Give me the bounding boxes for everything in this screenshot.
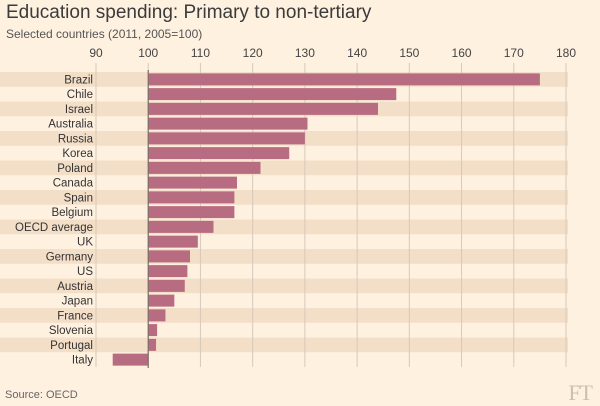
category-label: Israel xyxy=(65,104,93,116)
bar-uk xyxy=(148,235,198,248)
row-band xyxy=(0,190,568,205)
row-band xyxy=(0,219,568,235)
bar-germany xyxy=(148,250,190,263)
x-tick-label: 170 xyxy=(504,46,524,60)
bar-oecd-average xyxy=(148,220,214,233)
row-band xyxy=(0,278,568,294)
category-label: Japan xyxy=(62,296,93,308)
bar-spain xyxy=(148,191,235,204)
bar-us xyxy=(148,265,188,278)
bar-chart: 90 100 110 120 130 140 150 160 170 180 Brazil Chil… xyxy=(0,46,576,368)
x-tick-label: 140 xyxy=(347,46,367,60)
category-label: France xyxy=(57,310,93,322)
category-label: Spain xyxy=(64,192,93,204)
bar-austria xyxy=(148,279,185,292)
category-label: Russia xyxy=(58,133,94,145)
row-band xyxy=(0,308,568,323)
chart-subtitle: Selected countries (2011, 2005=100) xyxy=(6,27,203,41)
bars xyxy=(112,73,540,366)
x-tick-label: 110 xyxy=(191,46,210,60)
bar-belgium xyxy=(148,206,235,219)
row-band xyxy=(0,249,568,264)
source-note: Source: OECD xyxy=(5,389,78,401)
category-label: Italy xyxy=(72,355,93,367)
category-label: UK xyxy=(77,237,93,249)
bar-israel xyxy=(148,102,378,115)
category-label: Portugal xyxy=(50,340,93,352)
category-label: Canada xyxy=(53,178,94,190)
bar-australia xyxy=(148,117,308,130)
ft-logo: FT xyxy=(568,380,593,405)
category-label: Germany xyxy=(46,251,94,263)
bar-canada xyxy=(148,176,237,189)
bar-france xyxy=(148,309,166,322)
bar-poland xyxy=(148,161,261,174)
category-label: Belgium xyxy=(51,207,93,219)
x-tick-label: 100 xyxy=(138,46,158,60)
chart-title: Education spending: Primary to non-terti… xyxy=(6,2,372,23)
category-label: Australia xyxy=(48,119,93,131)
x-tick-label: 90 xyxy=(89,46,103,60)
category-label: Korea xyxy=(62,148,93,160)
row-band xyxy=(0,337,568,353)
category-label: Poland xyxy=(57,163,93,175)
bar-brazil xyxy=(148,73,540,86)
x-tick-label: 130 xyxy=(295,46,315,60)
category-label: Brazil xyxy=(64,74,93,86)
category-label: Slovenia xyxy=(49,325,94,337)
bar-slovenia xyxy=(148,324,158,337)
category-label: Chile xyxy=(67,89,93,101)
row-band xyxy=(0,160,568,176)
bar-italy xyxy=(112,353,149,366)
x-tick-label: 160 xyxy=(452,46,472,60)
category-label: US xyxy=(77,266,93,278)
bar-korea xyxy=(148,147,290,160)
x-axis-ticks: 90 100 110 120 130 140 150 160 170 180 xyxy=(89,46,576,60)
bar-chile xyxy=(148,88,397,101)
x-tick-label: 120 xyxy=(243,46,263,60)
bar-portugal xyxy=(148,338,157,351)
bar-japan xyxy=(148,294,175,307)
x-tick-label: 180 xyxy=(556,46,576,60)
y-axis-labels: Brazil Chile Israel Australia Russia Korea Pol… xyxy=(15,74,94,366)
category-label: OECD average xyxy=(15,222,93,234)
category-label: Austria xyxy=(57,281,93,293)
bar-russia xyxy=(148,132,305,145)
x-tick-label: 150 xyxy=(399,46,419,60)
